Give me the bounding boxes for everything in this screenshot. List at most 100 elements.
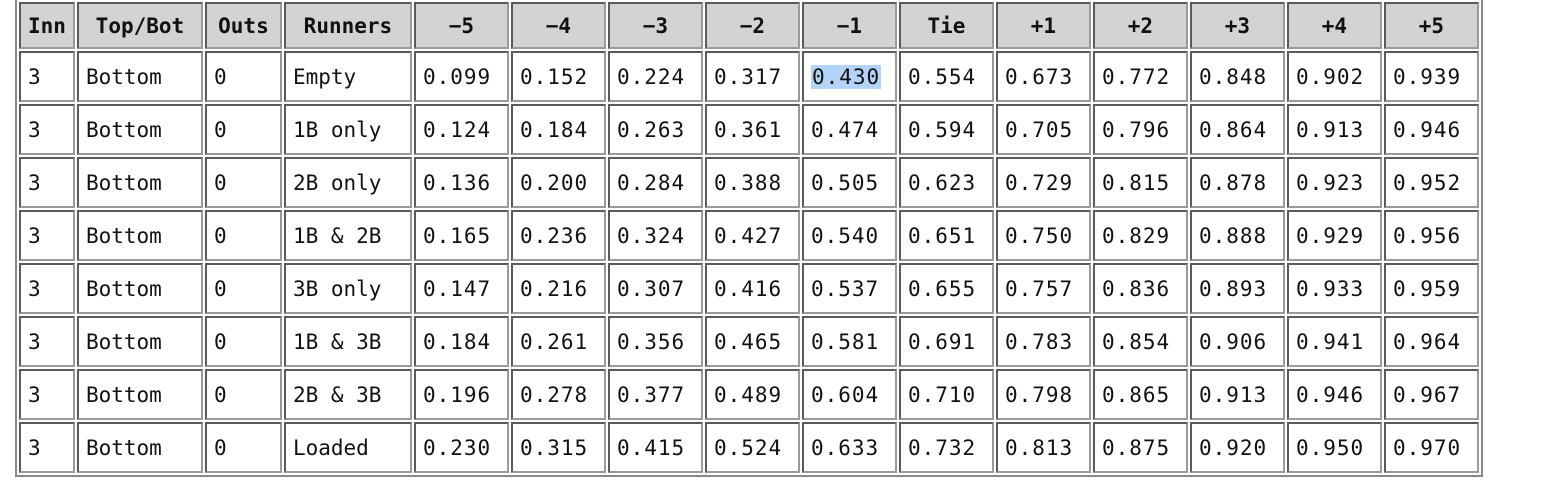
cell-minus-5[interactable]: 0.136 [413, 157, 509, 208]
cell-tie[interactable]: 0.710 [898, 369, 994, 420]
cell-tie[interactable]: 0.691 [898, 316, 994, 367]
cell-minus-5[interactable]: 0.184 [413, 316, 509, 367]
cell-outs[interactable]: 0 [204, 157, 282, 208]
cell-minus-1[interactable]: 0.537 [801, 263, 897, 314]
cell-plus-1[interactable]: 0.783 [995, 316, 1091, 367]
cell-plus-2[interactable]: 0.829 [1092, 210, 1188, 261]
cell-outs[interactable]: 0 [204, 316, 282, 367]
cell-plus-3[interactable]: 0.848 [1189, 51, 1285, 102]
cell-minus-1[interactable]: 0.474 [801, 104, 897, 155]
cell-plus-5[interactable]: 0.956 [1383, 210, 1479, 261]
cell-minus-5[interactable]: 0.165 [413, 210, 509, 261]
cell-outs[interactable]: 0 [204, 369, 282, 420]
cell-outs[interactable]: 0 [204, 263, 282, 314]
cell-top-bot[interactable]: Bottom [76, 157, 203, 208]
cell-minus-3[interactable]: 0.356 [607, 316, 703, 367]
cell-plus-1[interactable]: 0.729 [995, 157, 1091, 208]
cell-plus-4[interactable]: 0.902 [1286, 51, 1382, 102]
cell-plus-4[interactable]: 0.913 [1286, 104, 1382, 155]
cell-inn[interactable]: 3 [19, 51, 75, 102]
cell-runners[interactable]: 1B & 2B [283, 210, 412, 261]
cell-tie[interactable]: 0.732 [898, 422, 994, 473]
cell-plus-1[interactable]: 0.798 [995, 369, 1091, 420]
cell-plus-4[interactable]: 0.941 [1286, 316, 1382, 367]
cell-minus-2[interactable]: 0.524 [704, 422, 800, 473]
cell-minus-1[interactable]: 0.540 [801, 210, 897, 261]
cell-plus-2[interactable]: 0.865 [1092, 369, 1188, 420]
cell-plus-2[interactable]: 0.875 [1092, 422, 1188, 473]
cell-plus-5[interactable]: 0.970 [1383, 422, 1479, 473]
cell-plus-5[interactable]: 0.946 [1383, 104, 1479, 155]
cell-plus-2[interactable]: 0.772 [1092, 51, 1188, 102]
cell-plus-3[interactable]: 0.878 [1189, 157, 1285, 208]
cell-runners[interactable]: Loaded [283, 422, 412, 473]
cell-plus-1[interactable]: 0.813 [995, 422, 1091, 473]
cell-minus-2[interactable]: 0.489 [704, 369, 800, 420]
cell-plus-3[interactable]: 0.920 [1189, 422, 1285, 473]
cell-top-bot[interactable]: Bottom [76, 104, 203, 155]
cell-outs[interactable]: 0 [204, 51, 282, 102]
cell-minus-4[interactable]: 0.200 [510, 157, 606, 208]
cell-minus-1[interactable]: 0.604 [801, 369, 897, 420]
cell-plus-2[interactable]: 0.796 [1092, 104, 1188, 155]
cell-plus-5[interactable]: 0.964 [1383, 316, 1479, 367]
cell-plus-4[interactable]: 0.950 [1286, 422, 1382, 473]
cell-minus-4[interactable]: 0.315 [510, 422, 606, 473]
cell-minus-4[interactable]: 0.216 [510, 263, 606, 314]
cell-plus-3[interactable]: 0.888 [1189, 210, 1285, 261]
cell-plus-2[interactable]: 0.815 [1092, 157, 1188, 208]
cell-top-bot[interactable]: Bottom [76, 422, 203, 473]
cell-minus-3[interactable]: 0.377 [607, 369, 703, 420]
cell-minus-1[interactable]: 0.633 [801, 422, 897, 473]
cell-plus-5[interactable]: 0.967 [1383, 369, 1479, 420]
cell-minus-2[interactable]: 0.416 [704, 263, 800, 314]
cell-minus-4[interactable]: 0.278 [510, 369, 606, 420]
cell-tie[interactable]: 0.623 [898, 157, 994, 208]
cell-minus-4[interactable]: 0.152 [510, 51, 606, 102]
cell-inn[interactable]: 3 [19, 369, 75, 420]
cell-minus-4[interactable]: 0.184 [510, 104, 606, 155]
cell-runners[interactable]: Empty [283, 51, 412, 102]
cell-plus-3[interactable]: 0.893 [1189, 263, 1285, 314]
cell-inn[interactable]: 3 [19, 422, 75, 473]
cell-plus-4[interactable]: 0.929 [1286, 210, 1382, 261]
cell-minus-5[interactable]: 0.099 [413, 51, 509, 102]
cell-minus-3[interactable]: 0.307 [607, 263, 703, 314]
cell-plus-1[interactable]: 0.673 [995, 51, 1091, 102]
cell-inn[interactable]: 3 [19, 316, 75, 367]
cell-runners[interactable]: 1B & 3B [283, 316, 412, 367]
cell-plus-1[interactable]: 0.750 [995, 210, 1091, 261]
cell-top-bot[interactable]: Bottom [76, 51, 203, 102]
cell-minus-3[interactable]: 0.224 [607, 51, 703, 102]
cell-runners[interactable]: 2B & 3B [283, 369, 412, 420]
cell-plus-5[interactable]: 0.959 [1383, 263, 1479, 314]
cell-runners[interactable]: 1B only [283, 104, 412, 155]
cell-plus-4[interactable]: 0.946 [1286, 369, 1382, 420]
cell-inn[interactable]: 3 [19, 157, 75, 208]
cell-tie[interactable]: 0.594 [898, 104, 994, 155]
cell-plus-5[interactable]: 0.939 [1383, 51, 1479, 102]
cell-minus-5[interactable]: 0.124 [413, 104, 509, 155]
cell-tie[interactable]: 0.651 [898, 210, 994, 261]
cell-minus-1[interactable]: 0.505 [801, 157, 897, 208]
cell-top-bot[interactable]: Bottom [76, 316, 203, 367]
cell-inn[interactable]: 3 [19, 263, 75, 314]
cell-minus-2[interactable]: 0.361 [704, 104, 800, 155]
cell-plus-5[interactable]: 0.952 [1383, 157, 1479, 208]
cell-plus-4[interactable]: 0.923 [1286, 157, 1382, 208]
cell-minus-5[interactable]: 0.196 [413, 369, 509, 420]
cell-top-bot[interactable]: Bottom [76, 210, 203, 261]
cell-minus-5[interactable]: 0.147 [413, 263, 509, 314]
cell-tie[interactable]: 0.554 [898, 51, 994, 102]
cell-minus-4[interactable]: 0.236 [510, 210, 606, 261]
cell-minus-4[interactable]: 0.261 [510, 316, 606, 367]
cell-plus-3[interactable]: 0.864 [1189, 104, 1285, 155]
cell-minus-3[interactable]: 0.263 [607, 104, 703, 155]
cell-inn[interactable]: 3 [19, 104, 75, 155]
cell-minus-2[interactable]: 0.427 [704, 210, 800, 261]
cell-plus-3[interactable]: 0.906 [1189, 316, 1285, 367]
cell-inn[interactable]: 3 [19, 210, 75, 261]
cell-minus-5[interactable]: 0.230 [413, 422, 509, 473]
cell-outs[interactable]: 0 [204, 422, 282, 473]
cell-plus-1[interactable]: 0.757 [995, 263, 1091, 314]
